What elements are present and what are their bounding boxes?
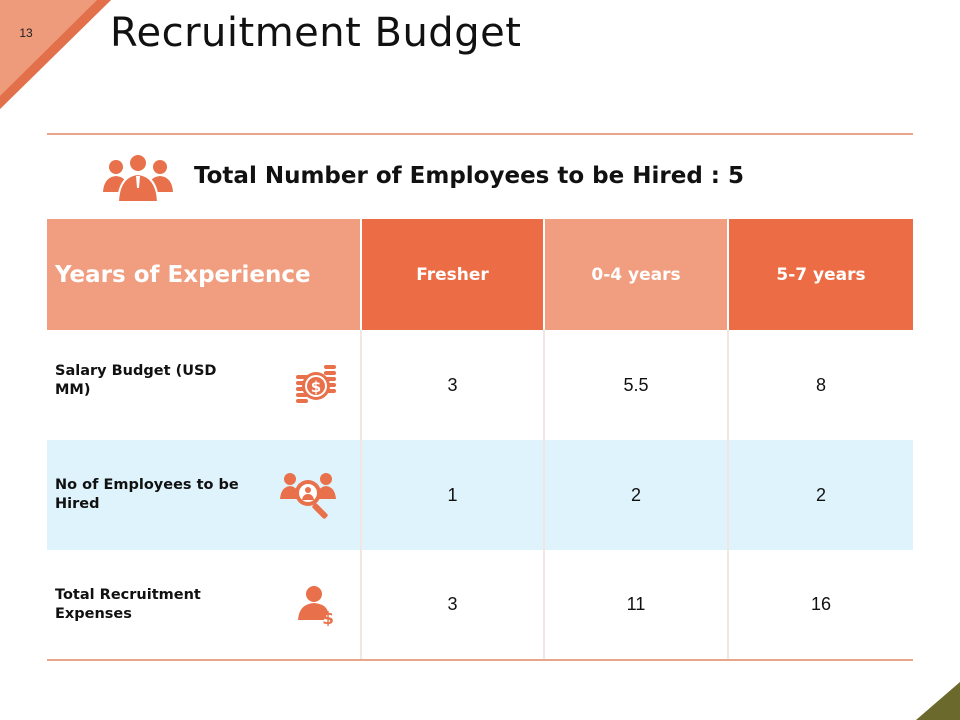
people-group-icon <box>103 153 173 203</box>
cell-salary-0-4: 5.5 <box>545 330 729 440</box>
corner-decoration <box>0 0 111 109</box>
cell-expenses-fresher: 3 <box>362 550 545 659</box>
row-label-text: Total Recruitment Expenses <box>55 586 201 622</box>
money-coins-icon: $ <box>296 365 336 403</box>
svg-text:$: $ <box>322 609 334 626</box>
row-label-text: No of Employees to be Hired <box>55 477 239 512</box>
row-label-text: Salary Budget (USD MM) <box>55 363 217 398</box>
hired-count-headline: Total Number of Employees to be Hired : … <box>194 163 745 189</box>
person-dollar-icon: $ <box>298 585 334 626</box>
cell-employees-0-4: 2 <box>545 440 729 550</box>
svg-text:$: $ <box>311 378 321 396</box>
cell-expenses-5-7: 16 <box>810 594 832 614</box>
slide-title: Recruitment Budget <box>110 10 522 56</box>
corner-decoration-bottom <box>916 682 960 720</box>
col-header-0-4-years: 0-4 years <box>545 219 729 330</box>
row-label-recruitment-expenses: Total Recruitment Expenses $ <box>47 550 362 659</box>
cell-expenses-0-4: 11 <box>545 550 729 659</box>
cell-salary-fresher: 3 <box>362 330 545 440</box>
cell-employees-fresher: 1 <box>362 440 545 550</box>
divider-bottom <box>47 659 913 661</box>
cell-salary-5-7: 8 <box>815 374 826 395</box>
budget-table: Years of Experience Fresher 0-4 years 5-… <box>47 219 913 659</box>
col-header-5-7-years: 5-7 years <box>729 219 913 330</box>
divider-top <box>47 133 913 135</box>
people-search-icon <box>280 473 336 519</box>
col-header-fresher: Fresher <box>362 219 545 330</box>
row-label-employees-hired: No of Employees to be Hired <box>47 440 362 550</box>
slide-number: 13 <box>19 26 33 40</box>
col-header-experience: Years of Experience <box>47 219 362 330</box>
cell-employees-5-7: 2 <box>729 440 913 550</box>
row-label-salary-budget: Salary Budget (USD MM) $ <box>47 330 362 440</box>
